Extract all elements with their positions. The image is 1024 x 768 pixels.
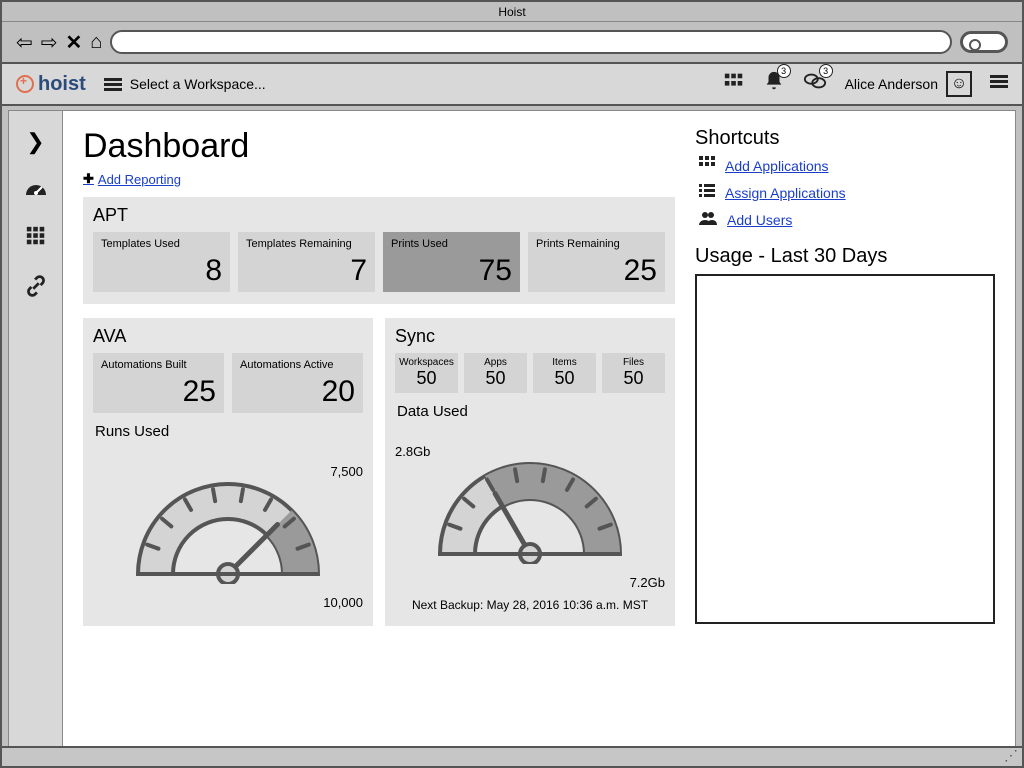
sync-stat: Apps50 <box>464 353 527 393</box>
usage-title: Usage - Last 30 Days <box>695 245 995 268</box>
stat-value: 25 <box>101 377 216 407</box>
stat-card: Templates Used 8 <box>93 232 230 292</box>
logo[interactable]: hoist <box>16 73 86 96</box>
stat-value: 20 <box>240 377 355 407</box>
sync-gauge: 2.8Gb 7.2Gb <box>395 424 665 594</box>
logo-text: hoist <box>38 73 86 96</box>
ava-gauge-current: 7,500 <box>330 464 363 479</box>
chat-icon[interactable]: 3 <box>803 70 827 98</box>
browser-title: Hoist <box>2 2 1022 22</box>
address-bar[interactable] <box>110 30 952 54</box>
sync-label: Workspaces <box>397 357 456 368</box>
back-icon[interactable]: ⇦ <box>16 30 33 55</box>
stat-value: 75 <box>391 256 512 286</box>
add-reporting-link[interactable]: ✚ Add Reporting <box>83 171 181 187</box>
usage-chart <box>695 274 995 624</box>
collapse-icon[interactable]: ❯ <box>26 129 44 155</box>
sync-gauge-max: 7.2Gb <box>630 575 665 590</box>
sync-label: Apps <box>466 357 525 368</box>
sync-value: 50 <box>397 368 456 389</box>
shortcut-link[interactable]: Add Applications <box>725 158 829 174</box>
menu-icon <box>104 76 122 93</box>
hamburger-icon[interactable] <box>990 73 1008 96</box>
usage-panel: Usage - Last 30 Days <box>695 245 995 624</box>
shortcuts-title: Shortcuts <box>695 127 995 150</box>
ava-panel: AVA Automations Built 25 Automations Activ… <box>83 318 373 626</box>
apt-panel: APT Templates Used8Templates Remaining7P… <box>83 197 675 304</box>
browser-toolbar: ⇦ ⇨ ✕ ⌂ <box>2 22 1022 64</box>
page-title: Dashboard <box>83 127 675 166</box>
status-bar: ⋰ <box>2 746 1022 766</box>
stat-card: Automations Built 25 <box>93 353 224 413</box>
sync-stat: Files50 <box>602 353 665 393</box>
stat-label: Templates Remaining <box>246 238 367 250</box>
sidebar: ❯ <box>9 111 63 747</box>
ava-gauge: 7,500 10,000 <box>93 444 363 614</box>
grid-icon[interactable] <box>25 225 47 253</box>
link-icon[interactable] <box>25 275 47 303</box>
sync-label: Files <box>604 357 663 368</box>
shortcut-item[interactable]: Assign Applications <box>699 183 995 202</box>
notif-badge: 3 <box>777 64 791 78</box>
stat-card: Templates Remaining 7 <box>238 232 375 292</box>
apps-grid-icon[interactable] <box>723 70 745 98</box>
list-icon <box>699 183 715 202</box>
app-header: hoist Select a Workspace... 3 3 Alice An… <box>2 64 1022 106</box>
plus-icon: ✚ <box>83 171 94 187</box>
bell-icon[interactable]: 3 <box>763 70 785 98</box>
sync-stat: Workspaces50 <box>395 353 458 393</box>
stat-card: Prints Remaining 25 <box>528 232 665 292</box>
resize-grip-icon[interactable]: ⋰ <box>1004 747 1018 764</box>
stat-value: 8 <box>101 256 222 286</box>
sync-label: Items <box>535 357 594 368</box>
grid-icon <box>699 156 715 175</box>
dashboard-icon[interactable] <box>24 177 48 203</box>
sync-title: Sync <box>395 326 665 347</box>
sync-value: 50 <box>535 368 594 389</box>
user-menu[interactable]: Alice Anderson ☺ <box>845 71 972 97</box>
runs-label: Runs Used <box>95 423 363 440</box>
stat-value: 25 <box>536 256 657 286</box>
add-reporting-label: Add Reporting <box>98 172 181 187</box>
ava-title: AVA <box>93 326 363 347</box>
avatar-icon: ☺ <box>946 71 972 97</box>
next-backup: Next Backup: May 28, 2016 10:36 a.m. MST <box>395 598 665 612</box>
shortcut-link[interactable]: Add Users <box>727 212 792 228</box>
stat-label: Automations Active <box>240 359 355 371</box>
shortcut-link[interactable]: Assign Applications <box>725 185 846 201</box>
stat-label: Templates Used <box>101 238 222 250</box>
shortcut-item[interactable]: Add Applications <box>699 156 995 175</box>
ava-gauge-max: 10,000 <box>323 595 363 610</box>
logo-icon <box>16 75 34 93</box>
sync-value: 50 <box>604 368 663 389</box>
sync-panel: Sync Workspaces50Apps50Items50Files50 Da… <box>385 318 675 626</box>
apt-title: APT <box>93 205 665 226</box>
home-icon[interactable]: ⌂ <box>90 31 102 54</box>
user-name: Alice Anderson <box>845 76 938 92</box>
users-icon <box>699 210 717 229</box>
sync-gauge-current: 2.8Gb <box>395 444 430 459</box>
sync-value: 50 <box>466 368 525 389</box>
stat-label: Automations Built <box>101 359 216 371</box>
chat-badge: 3 <box>819 64 833 78</box>
data-label: Data Used <box>397 403 665 420</box>
stat-label: Prints Remaining <box>536 238 657 250</box>
stat-value: 7 <box>246 256 367 286</box>
shortcut-item[interactable]: Add Users <box>699 210 995 229</box>
sync-stat: Items50 <box>533 353 596 393</box>
search-icon[interactable] <box>960 31 1008 53</box>
workspace-selector[interactable]: Select a Workspace... <box>104 76 266 93</box>
workspace-prompt: Select a Workspace... <box>130 76 266 92</box>
stat-label: Prints Used <box>391 238 512 250</box>
stat-card: Prints Used 75 <box>383 232 520 292</box>
shortcuts-panel: Shortcuts Add Applications Assign Applica… <box>695 127 995 229</box>
stat-card: Automations Active 20 <box>232 353 363 413</box>
forward-icon[interactable]: ⇨ <box>41 30 58 55</box>
stop-icon[interactable]: ✕ <box>66 30 83 55</box>
